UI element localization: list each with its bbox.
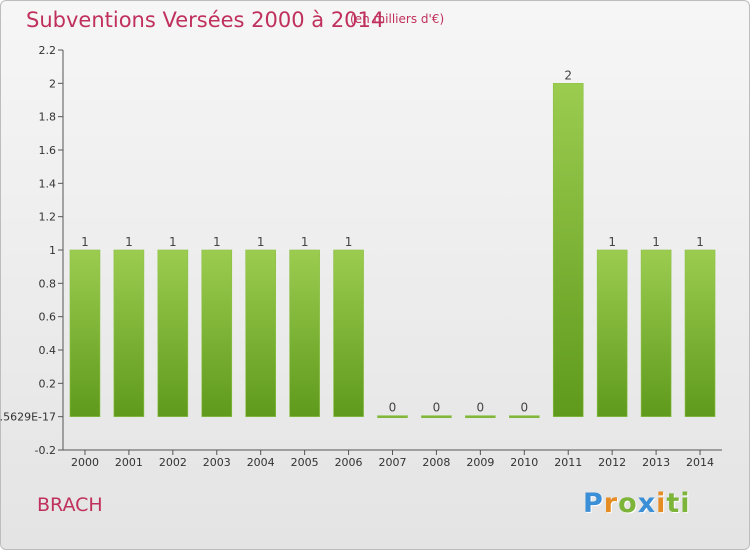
x-tick-label: 2014 <box>686 456 714 469</box>
value-label: 1 <box>608 235 616 249</box>
value-label: 2 <box>564 68 572 82</box>
y-tick-label: 1.8 <box>39 111 57 124</box>
value-label: 1 <box>81 235 89 249</box>
value-label: 1 <box>301 235 309 249</box>
y-tick-label: 0.6 <box>39 311 57 324</box>
value-label: 1 <box>696 235 704 249</box>
logo-letter: o <box>618 488 638 519</box>
logo-letter: x <box>637 488 657 519</box>
logo-letter: ti <box>666 488 691 519</box>
y-tick-label: 2.2 <box>39 44 57 57</box>
value-label: 1 <box>169 235 177 249</box>
bar <box>333 249 364 417</box>
x-tick-label: 2013 <box>642 456 670 469</box>
bar <box>157 249 189 417</box>
bar <box>684 249 716 417</box>
x-tick-label: 2009 <box>466 456 494 469</box>
bar <box>69 249 101 417</box>
x-tick-label: 2010 <box>510 456 538 469</box>
bar <box>245 249 276 417</box>
bar <box>465 415 496 418</box>
logo-letter: i <box>656 488 667 519</box>
bar <box>377 415 408 418</box>
bar <box>596 249 628 417</box>
y-tick-label: 1.6 <box>39 144 57 157</box>
y-tick-label: 1.2 <box>39 211 57 224</box>
unit-label: (en milliers d'€) <box>350 12 445 26</box>
x-tick-label: 2007 <box>379 456 407 469</box>
y-tick-label: 0.2 <box>39 377 57 390</box>
value-label: 0 <box>389 401 397 415</box>
value-label: 1 <box>345 235 353 249</box>
x-tick-label: 2003 <box>203 456 231 469</box>
x-tick-label: 2012 <box>598 456 626 469</box>
x-tick-label: 2008 <box>422 456 450 469</box>
y-tick-label: 0.4 <box>39 344 57 357</box>
bar <box>552 83 584 417</box>
logo-letter: P <box>583 488 604 519</box>
bar <box>289 249 320 417</box>
value-label: 1 <box>125 235 133 249</box>
y-tick-label: 1 <box>49 244 56 257</box>
logo-letter: r <box>603 488 619 519</box>
y-tick-label: 0.8 <box>39 277 57 290</box>
y-tick-label: 2 <box>49 77 56 90</box>
value-label: 1 <box>213 235 221 249</box>
value-label: 0 <box>433 401 441 415</box>
bar <box>201 249 233 417</box>
value-label: 0 <box>477 401 485 415</box>
bar <box>421 415 452 418</box>
x-tick-label: 2002 <box>159 456 187 469</box>
x-tick-label: 2001 <box>115 456 143 469</box>
x-tick-label: 2005 <box>291 456 319 469</box>
value-label: 1 <box>652 235 660 249</box>
bar <box>640 249 672 417</box>
y-tick-label: -1.5629E-17 <box>0 411 56 424</box>
value-label: 1 <box>257 235 265 249</box>
chart-title: Subventions Versées 2000 à 2014 <box>26 8 385 32</box>
x-tick-label: 2006 <box>335 456 363 469</box>
x-tick-label: 2004 <box>247 456 275 469</box>
bar <box>113 249 145 417</box>
commune-name: BRACH <box>37 494 103 516</box>
x-tick-label: 2011 <box>554 456 582 469</box>
bar <box>508 415 540 418</box>
x-tick-label: 2000 <box>71 456 99 469</box>
proxiti-logo: Proxiti <box>583 488 691 519</box>
y-tick-label: 1.4 <box>39 177 57 190</box>
y-tick-label: -0.2 <box>35 444 56 457</box>
value-label: 0 <box>520 401 528 415</box>
